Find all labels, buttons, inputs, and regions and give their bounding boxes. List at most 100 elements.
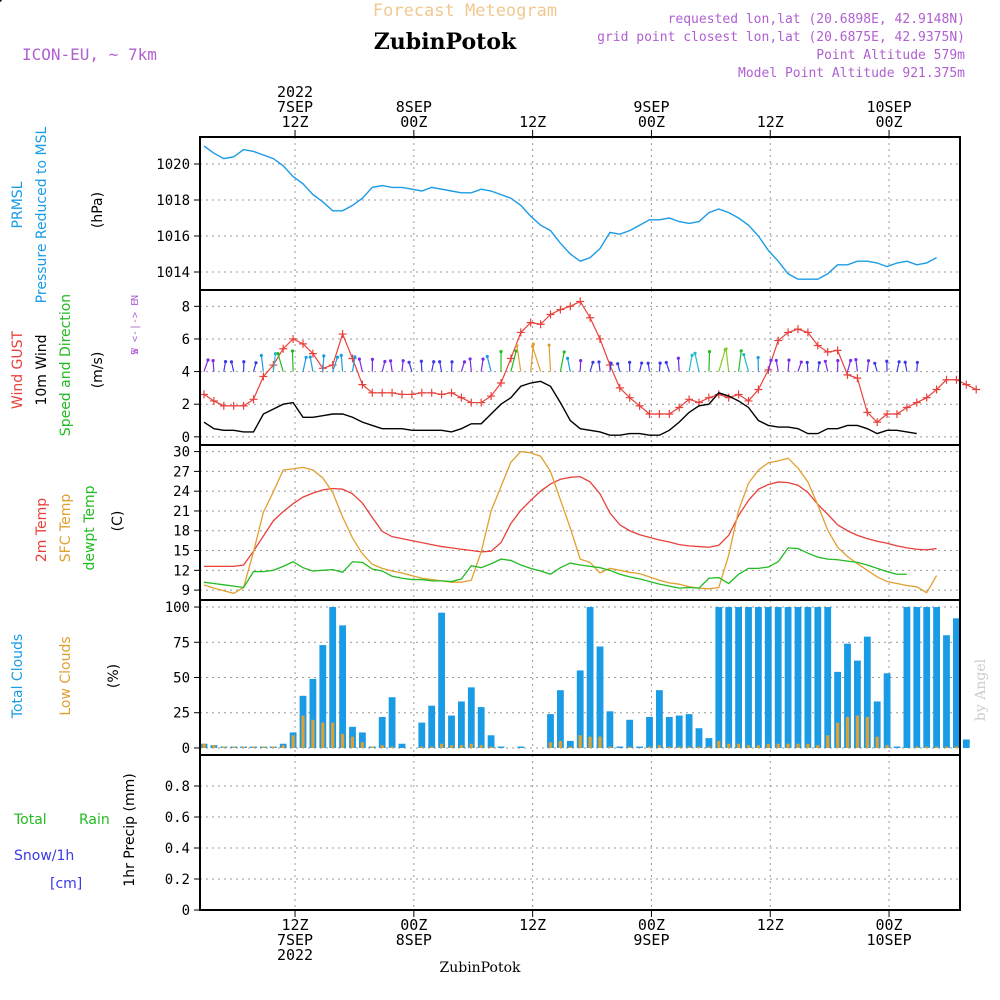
wind-dir-arrow-head — [531, 344, 535, 349]
pressure-ytick-label: 1016 — [156, 229, 190, 245]
low-cloud-bar — [202, 743, 206, 748]
gust-point — [467, 398, 476, 407]
gust-point — [645, 410, 654, 418]
precip-frame — [199, 754, 961, 911]
total-cloud-bar — [319, 645, 327, 748]
bottom-time-label: 7SEP — [277, 931, 313, 949]
wind-dir-arrow — [230, 361, 235, 372]
gust-point — [833, 346, 842, 355]
low-cloud-bar — [301, 715, 305, 748]
wind-dir-arrow-head — [206, 358, 210, 362]
total-cloud-bar — [705, 738, 713, 748]
wind-dir-arrow-head — [223, 359, 228, 364]
temperature-ytick-label: 12 — [173, 563, 190, 579]
gust-point — [546, 310, 555, 319]
low-cloud-bar — [628, 746, 632, 748]
gust-point — [962, 380, 971, 389]
wind-dir-arrow-head — [304, 355, 308, 359]
low-cloud-bar — [766, 743, 770, 748]
pressure-ytick-label: 1020 — [156, 157, 190, 173]
wind-ytick-label: 8 — [182, 299, 190, 315]
gust-point — [566, 302, 575, 311]
wind-dir-arrow-head — [756, 355, 760, 360]
wind-dir-arrow-head — [854, 358, 858, 362]
total-cloud-bar — [784, 607, 792, 748]
gust-point — [427, 388, 436, 397]
low-cloud-bar — [717, 740, 721, 748]
wind-dir-arrow-head — [273, 352, 277, 356]
total-cloud-bar — [725, 607, 733, 748]
gust-point — [853, 374, 862, 383]
bottom-time-label: 00Z — [400, 916, 427, 934]
top-time-label: 9SEP — [633, 98, 669, 116]
total-cloud-bar — [566, 740, 574, 748]
low-cloud-bar — [459, 745, 463, 748]
gust-point — [299, 339, 307, 348]
clouds-ytick-label: 50 — [173, 671, 190, 687]
total-clouds-ylabel: Total Clouds — [10, 634, 26, 719]
low-cloud-bar — [251, 746, 256, 748]
wind-dir-arrow — [332, 357, 339, 372]
wind-dir-arrow-head — [628, 360, 632, 364]
low-cloud-bar — [915, 746, 919, 748]
gust-point — [457, 393, 466, 402]
low-cloud-bar — [568, 746, 572, 748]
total-cloud-bar — [824, 607, 832, 748]
wind-dir-arrow — [738, 350, 742, 372]
snow-label: Snow/1h — [14, 848, 74, 864]
total-cloud-bar — [576, 670, 584, 748]
low-cloud-bar — [875, 736, 879, 748]
pressure-ylabel-2: Pressure Reduced to MSL — [34, 126, 50, 303]
low-cloud-bar — [222, 746, 226, 748]
wind-dir-arrow-head — [481, 357, 485, 361]
gust-point — [586, 313, 595, 322]
wind-dir-arrow-head — [419, 359, 423, 363]
gust-point — [447, 388, 456, 397]
total-cloud-bar — [497, 746, 505, 748]
wind-dir-arrow-head — [707, 350, 712, 354]
gust-point — [635, 401, 644, 410]
gust-point — [398, 390, 406, 399]
low-cloud-bar — [232, 746, 236, 748]
total-cloud-bar — [626, 719, 634, 748]
wind-dir-arrow — [797, 361, 802, 372]
temp-side-labels: 2m Temp SFC Temp dewpt Temp (C) — [34, 485, 126, 570]
model-label: ICON-EU, ~ 7km — [22, 45, 157, 64]
low-cloud-bar — [944, 746, 949, 748]
wind-dir-arrow — [855, 359, 858, 372]
wind-dir-arrow-head — [462, 360, 467, 364]
wind-dir-arrow — [694, 353, 700, 372]
total-cloud-bar — [359, 732, 366, 748]
sfc-temp-line — [203, 450, 938, 595]
compass-we: W <-|-> E — [130, 300, 141, 354]
precip-ytick-label: 0.4 — [165, 841, 190, 857]
wind-dir-arrow-head — [836, 358, 840, 363]
total-cloud-bar — [943, 635, 950, 748]
gust-point — [665, 410, 674, 418]
total-cloud-bar — [398, 743, 406, 748]
low-cloud-bar — [548, 742, 553, 748]
gust-point — [536, 320, 545, 329]
total-cloud-bar — [467, 687, 475, 748]
wind-dir-arrow — [708, 351, 711, 372]
wind-dir-arrow-head — [799, 360, 803, 364]
clouds-panel: 0 25 50 75 100 — [165, 599, 970, 757]
wind-dir-arrow-head — [276, 352, 280, 356]
temperature-ytick-label: 15 — [173, 544, 190, 560]
requested-coords: requested lon,lat (20.6898E, 42.9148N) — [668, 12, 965, 27]
wind-dir-arrow-head — [739, 349, 743, 353]
wind-dir-arrow — [480, 359, 484, 372]
total-cloud-bar — [339, 625, 346, 748]
wind-dir-arrow-head — [229, 360, 234, 364]
wind-dir-arrow-head — [565, 356, 570, 360]
precip-ytick-label: 0.6 — [165, 810, 190, 826]
total-cloud-bar — [923, 607, 931, 748]
gust-point — [487, 392, 496, 401]
low-cloud-bar — [341, 733, 345, 748]
temp-ylabel: 2m Temp — [34, 498, 50, 562]
low-cloud-bar — [311, 719, 315, 748]
low-cloud-bar — [350, 736, 355, 748]
wind-unit: (m/s) — [90, 352, 106, 389]
